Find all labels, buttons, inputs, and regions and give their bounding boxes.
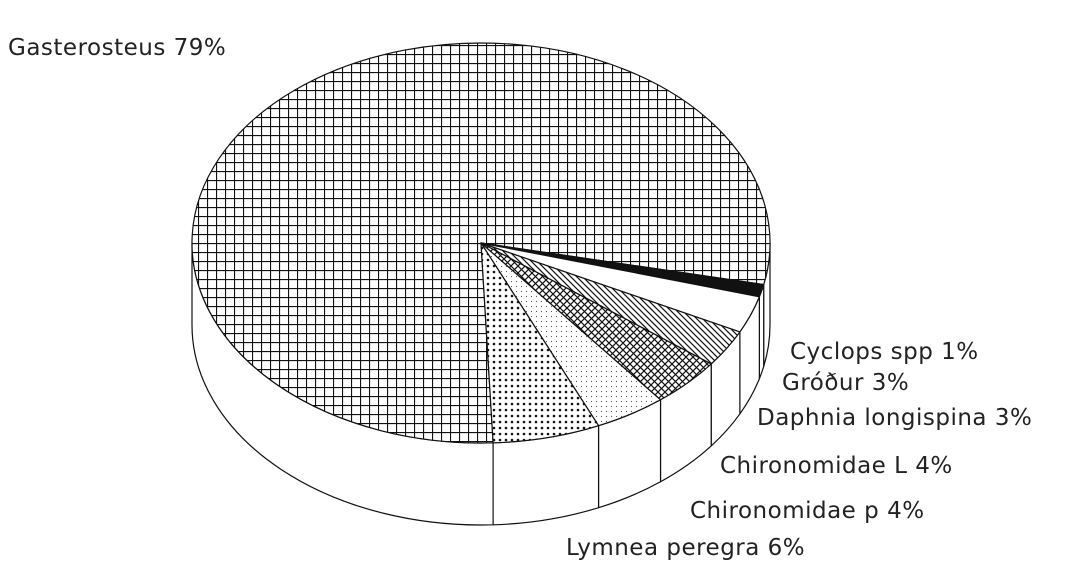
slice-value-label: 3% (872, 370, 910, 396)
slice-value-label: 1% (941, 339, 979, 365)
slice-name: Gasterosteus (8, 35, 166, 61)
slice-label: Gróður 3% (782, 370, 909, 396)
slice-label: Cyclops spp 1% (790, 339, 979, 365)
slice-label: Daphnia longispina 3% (757, 405, 1032, 431)
pie-side (758, 283, 765, 380)
slice-value-label: 6% (768, 535, 806, 561)
pie-tops (191, 42, 771, 444)
slice-label: Chironomidae p 4% (690, 498, 925, 524)
pie-sides (191, 242, 771, 526)
slice-label: Lymnea peregra 6% (566, 535, 805, 561)
slice-value-label: 3% (995, 405, 1033, 431)
slice-name: Gróður (782, 370, 864, 396)
labels: Gasterosteus 79%Cyclops spp 1%Gróður 3%D… (8, 35, 1032, 561)
slice-value-label: 4% (915, 453, 953, 479)
slice-value-label: 4% (887, 498, 925, 524)
slice-name: Chironomidae p (690, 498, 879, 524)
pie-slice (480, 242, 600, 444)
slice-name: Chironomidae L (720, 453, 907, 479)
slice-name: Lymnea peregra (566, 535, 760, 561)
slice-label: Chironomidae L 4% (720, 453, 953, 479)
slice-name: Daphnia longispina (757, 405, 987, 431)
slice-label: Gasterosteus 79% (8, 35, 226, 61)
slice-name: Cyclops spp (790, 339, 933, 365)
slice-value-label: 79% (174, 35, 227, 61)
